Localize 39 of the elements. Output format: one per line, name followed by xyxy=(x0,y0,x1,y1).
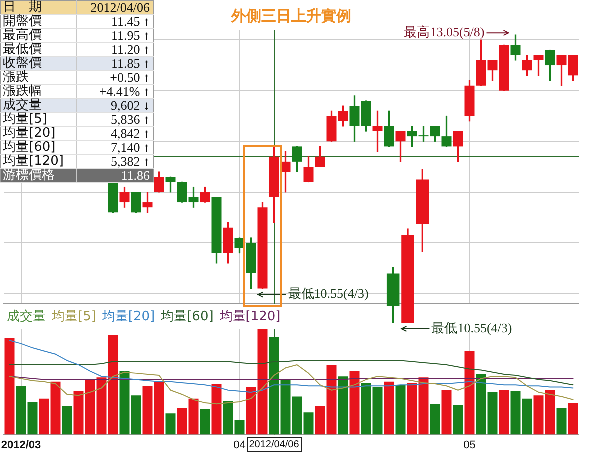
category-label: 開盤價 xyxy=(0,14,77,29)
text: +0.50 ↑ xyxy=(110,70,150,85)
category-label: 均量[60] xyxy=(0,140,77,155)
text: 11.20 ↑ xyxy=(111,42,150,57)
x-tick-label: 2012/03 xyxy=(1,439,42,452)
annotation: 最高13.05(5/8) xyxy=(404,24,485,40)
category-label: 日 期 xyxy=(0,0,77,15)
text: 11.86 xyxy=(121,168,150,183)
category-label: 最低價 xyxy=(0,42,77,57)
category-label: 成交量 xyxy=(0,98,77,113)
x-tick-label: 04 xyxy=(234,439,246,452)
category-label: 漲跌 xyxy=(0,70,77,85)
text: 2012/04/06 xyxy=(90,0,150,15)
annotation: 最低10.55(4/3) xyxy=(288,286,369,302)
category-label: 漲跌幅 xyxy=(0,84,77,99)
category-label: 最高價 xyxy=(0,28,77,43)
text: +4.41% ↑ xyxy=(99,84,150,99)
text: 11.45 ↑ xyxy=(111,14,150,29)
category-label: 均量[5] xyxy=(0,112,77,127)
text: 均量[120] xyxy=(218,309,281,324)
x-tick-label: 2012/04/06 xyxy=(249,440,300,451)
text: 均量[60] xyxy=(160,309,214,324)
text: 11.85 ↑ xyxy=(111,56,150,71)
category-label: 游標價格 xyxy=(0,168,77,183)
x-tick-label: 05 xyxy=(464,439,476,452)
category-label: 收盤價 xyxy=(0,56,77,71)
text: 5,382 ↑ xyxy=(111,154,150,169)
text: 均量[20] xyxy=(101,309,156,324)
category-label: 均量[120] xyxy=(0,154,77,169)
text: 11.95 ↑ xyxy=(111,28,150,43)
category-label: 均量[20] xyxy=(0,126,77,141)
text: 7,140 ↑ xyxy=(111,140,150,155)
chart-title: 外側三日上升實例 xyxy=(230,6,352,25)
text: 4,842 ↑ xyxy=(111,126,150,141)
series-label: 成交量 xyxy=(7,308,46,324)
text: 5,836 ↑ xyxy=(111,112,150,127)
annotation: 最低10.55(4/3) xyxy=(432,320,512,336)
text: 均量[5] xyxy=(51,309,96,324)
text: 9,602 ↓ xyxy=(111,98,150,113)
